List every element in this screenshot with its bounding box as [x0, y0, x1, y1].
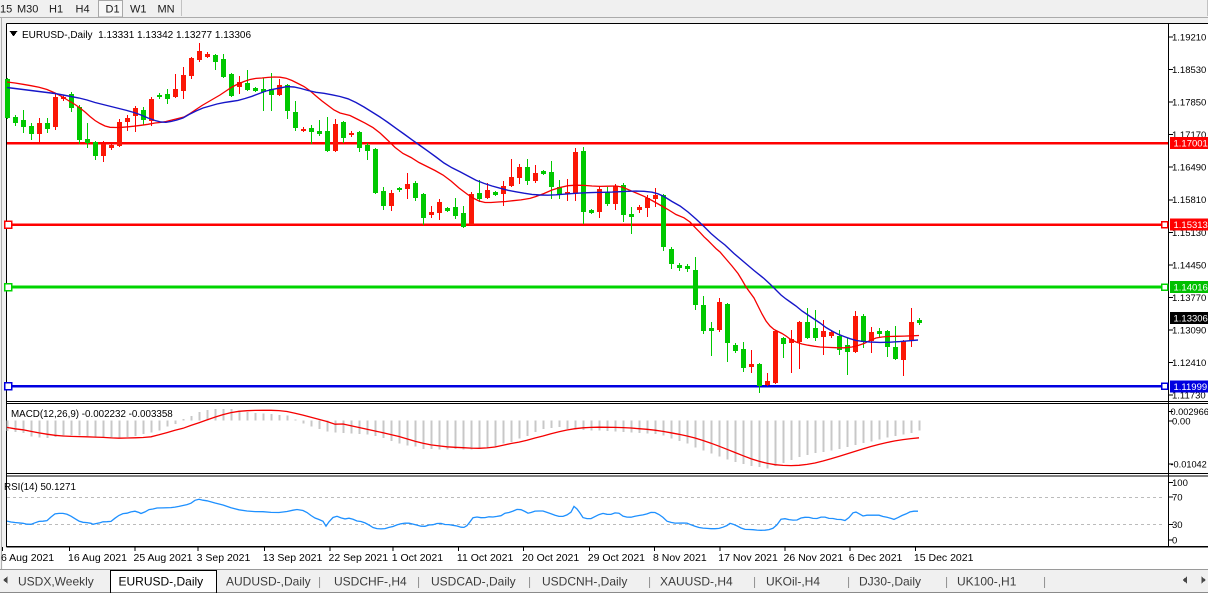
svg-text:1.13090: 1.13090: [1172, 325, 1206, 336]
svg-text:1.11730: 1.11730: [1172, 391, 1206, 402]
svg-text:H1: H1: [49, 4, 63, 16]
svg-text:1.18530: 1.18530: [1172, 65, 1206, 76]
svg-text:D1: D1: [106, 4, 120, 16]
svg-text:|: |: [528, 575, 531, 589]
svg-text:1.17850: 1.17850: [1172, 98, 1206, 109]
svg-text:6 Dec 2021: 6 Dec 2021: [849, 552, 903, 564]
svg-text:1.17170: 1.17170: [1172, 130, 1206, 141]
svg-text:1.13306: 1.13306: [1174, 314, 1208, 325]
svg-text:1.14450: 1.14450: [1172, 260, 1206, 271]
svg-text:|: |: [847, 575, 850, 589]
svg-text:|: |: [417, 575, 420, 589]
svg-text:13 Sep 2021: 13 Sep 2021: [263, 552, 323, 564]
svg-text:1.15313: 1.15313: [1174, 220, 1208, 231]
svg-text:|: |: [648, 575, 651, 589]
svg-text:H4: H4: [76, 4, 90, 16]
svg-text:29 Oct 2021: 29 Oct 2021: [588, 552, 645, 564]
svg-text:15: 15: [0, 4, 12, 16]
svg-text:|: |: [1043, 575, 1046, 589]
svg-text:EURUSD-,Daily: EURUSD-,Daily: [119, 575, 204, 589]
svg-text:|: |: [318, 575, 321, 589]
svg-text:1.13770: 1.13770: [1172, 293, 1206, 304]
svg-text:6 Aug 2021: 6 Aug 2021: [1, 552, 54, 564]
svg-text:DJ30-,Daily: DJ30-,Daily: [859, 575, 921, 589]
svg-text:1.16490: 1.16490: [1172, 163, 1206, 174]
svg-text:16 Aug 2021: 16 Aug 2021: [68, 552, 127, 564]
svg-text:0: 0: [1172, 536, 1177, 547]
svg-text:XAUUSD-,H4: XAUUSD-,H4: [660, 575, 733, 589]
svg-text:70: 70: [1172, 493, 1183, 504]
svg-text:15 Dec 2021: 15 Dec 2021: [914, 552, 974, 564]
svg-text:USDCAD-,Daily: USDCAD-,Daily: [431, 575, 516, 589]
svg-text:1.12410: 1.12410: [1172, 358, 1206, 369]
svg-text:1 Oct 2021: 1 Oct 2021: [392, 552, 444, 564]
svg-text:22 Sep 2021: 22 Sep 2021: [329, 552, 389, 564]
svg-text:1.15130: 1.15130: [1172, 228, 1206, 239]
svg-text:USDCNH-,Daily: USDCNH-,Daily: [542, 575, 627, 589]
svg-text:EURUSD-,Daily 1.13331 1.13342: EURUSD-,Daily 1.13331 1.13342 1.13277 1.…: [22, 30, 251, 41]
svg-text:20 Oct 2021: 20 Oct 2021: [522, 552, 579, 564]
svg-text:25 Aug 2021: 25 Aug 2021: [134, 552, 193, 564]
svg-text:-0.01042: -0.01042: [1171, 460, 1207, 470]
svg-text:USDCHF-,H4: USDCHF-,H4: [334, 575, 407, 589]
svg-text:W1: W1: [130, 4, 147, 16]
svg-text:UKOil-,H4: UKOil-,H4: [766, 575, 820, 589]
svg-text:|: |: [753, 575, 756, 589]
svg-text:MACD(12,26,9) -0.002232 -0.003: MACD(12,26,9) -0.002232 -0.003358: [11, 409, 173, 420]
svg-text:0.00: 0.00: [1172, 417, 1191, 428]
svg-text:11 Oct 2021: 11 Oct 2021: [457, 552, 514, 564]
svg-text:|: |: [945, 575, 948, 589]
svg-text:0.002966: 0.002966: [1171, 407, 1208, 417]
svg-text:USDX,Weekly: USDX,Weekly: [18, 575, 94, 589]
svg-text:30: 30: [1172, 520, 1183, 531]
svg-text:UK100-,H1: UK100-,H1: [957, 575, 1017, 589]
svg-text:1.19210: 1.19210: [1172, 33, 1206, 44]
svg-text:100: 100: [1172, 478, 1188, 489]
svg-text:1.15810: 1.15810: [1172, 195, 1206, 206]
svg-text:1.17001: 1.17001: [1174, 139, 1208, 150]
svg-text:1.11999: 1.11999: [1174, 382, 1208, 393]
svg-text:MN: MN: [158, 4, 175, 16]
svg-text:M30: M30: [17, 4, 38, 16]
svg-text:AUDUSD-,Daily: AUDUSD-,Daily: [226, 575, 311, 589]
svg-text:8 Nov 2021: 8 Nov 2021: [653, 552, 707, 564]
svg-text:17 Nov 2021: 17 Nov 2021: [718, 552, 778, 564]
svg-text:RSI(14) 50.1271: RSI(14) 50.1271: [4, 482, 76, 493]
svg-text:1.14016: 1.14016: [1174, 283, 1208, 294]
svg-text:26 Nov 2021: 26 Nov 2021: [784, 552, 844, 564]
svg-text:3 Sep 2021: 3 Sep 2021: [197, 552, 251, 564]
